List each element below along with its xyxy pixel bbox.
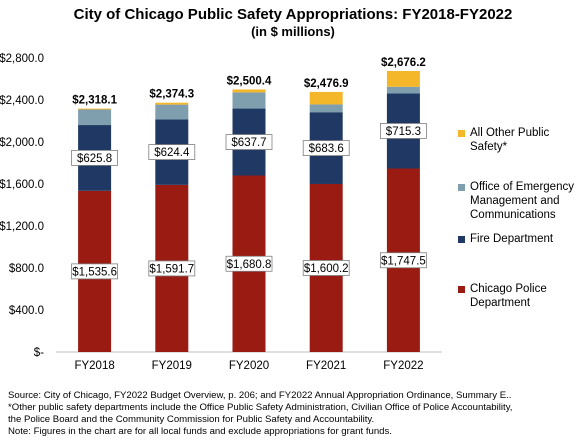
legend-label: All Other Public Safety* <box>470 127 550 153</box>
x-tick-label: FY2018 <box>74 360 114 372</box>
y-tick-label: $2,400.0 <box>0 95 44 107</box>
chart-footnotes: Source: City of Chicago, FY2022 Budget O… <box>8 390 580 438</box>
y-tick-label: $1,600.0 <box>0 179 44 191</box>
legend-label: Fire Department <box>470 233 554 245</box>
y-tick-label: $1,200.0 <box>0 221 44 233</box>
bar-segment <box>78 108 112 110</box>
data-label-box <box>148 260 196 277</box>
footnote-line: *Other public safety departments include… <box>8 402 513 413</box>
x-tick-label: FY2020 <box>229 360 269 372</box>
data-label-box <box>148 144 196 160</box>
data-label-box <box>71 263 118 280</box>
data-label: $715.3 <box>386 126 421 138</box>
data-label: $637.7 <box>231 137 266 149</box>
legend-label: Chicago Police Department <box>470 283 547 309</box>
total-label: $2,318.1 <box>72 95 117 107</box>
footnote-line: the Police Board and the Community Commi… <box>8 414 375 425</box>
data-label: $1,747.5 <box>381 255 426 267</box>
total-label: $2,476.9 <box>304 78 349 90</box>
data-label: $683.6 <box>309 143 344 155</box>
bar-segment <box>155 102 189 105</box>
bar-segment <box>232 92 266 109</box>
legend-swatch <box>458 130 465 137</box>
bar-segment <box>78 109 112 126</box>
total-label: $2,676.2 <box>381 57 426 69</box>
data-label-box <box>302 260 350 276</box>
footnote-line: Source: City of Chicago, FY2022 Budget O… <box>8 390 512 401</box>
bar-segment <box>309 104 343 113</box>
x-tick-label: FY2021 <box>306 360 346 372</box>
x-tick-label: FY2022 <box>383 360 423 372</box>
data-label: $624.4 <box>154 147 190 159</box>
data-label: $1,591.7 <box>149 263 194 275</box>
legend-swatch <box>458 236 465 243</box>
y-tick-label: $- <box>34 347 44 359</box>
data-label: $1,680.8 <box>227 259 272 271</box>
bar-segment <box>155 104 189 120</box>
bar-segment <box>309 91 343 105</box>
legend-label: Office of Emergency Management and Communi… <box>470 181 574 221</box>
total-label: $2,374.3 <box>149 89 194 101</box>
data-label-box <box>225 255 273 272</box>
y-tick-label: $2,000.0 <box>0 137 44 149</box>
y-tick-label: $800.0 <box>9 263 44 275</box>
legend-swatch <box>458 286 465 293</box>
data-label: $1,600.2 <box>304 263 349 275</box>
y-tick-label: $400.0 <box>9 305 44 317</box>
bar-segment <box>232 89 266 93</box>
data-label-box <box>379 252 427 269</box>
bar-segment <box>386 70 420 87</box>
total-label: $2,500.4 <box>227 75 272 87</box>
data-label: $1,535.6 <box>72 266 117 278</box>
data-label-box <box>379 123 427 139</box>
legend-swatch <box>458 184 465 191</box>
bar-segment <box>386 86 420 94</box>
chart-subtitle: (in $ millions) <box>251 24 335 39</box>
footnote-line: Note: Figures in the chart are for all l… <box>8 426 392 437</box>
y-tick-label: $2,800.0 <box>0 53 44 65</box>
data-label-box <box>225 134 273 150</box>
data-label-box <box>71 150 118 166</box>
x-tick-label: FY2019 <box>152 360 192 372</box>
data-label-box <box>302 140 350 156</box>
data-label: $625.8 <box>77 153 112 165</box>
chart-title: City of Chicago Public Safety Appropriat… <box>73 6 513 23</box>
